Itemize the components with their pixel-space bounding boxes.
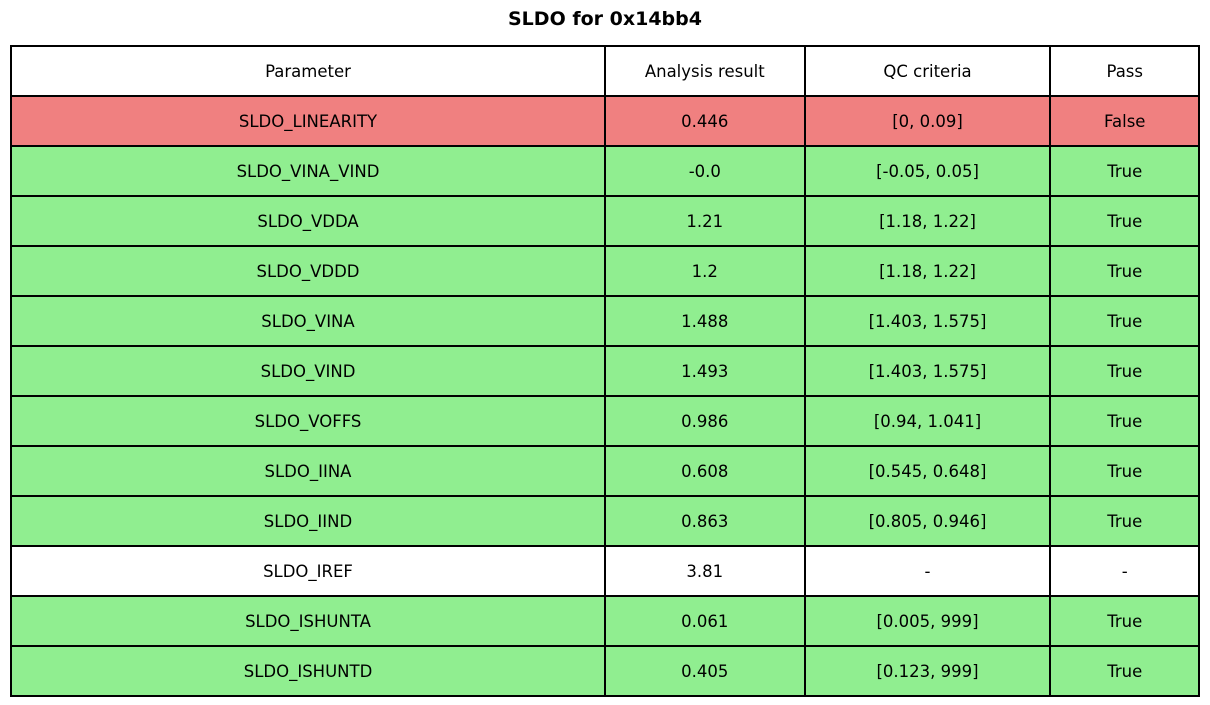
cell-pass: True bbox=[1049, 245, 1200, 297]
cell-qc-criteria: [0.123, 999] bbox=[803, 645, 1052, 697]
table-row: SLDO_ISHUNTA 0.061 [0.005, 999] True bbox=[10, 595, 1200, 647]
cell-parameter: SLDO_LINEARITY bbox=[10, 95, 606, 147]
header-pass: Pass bbox=[1049, 45, 1200, 97]
cell-parameter: SLDO_IIND bbox=[10, 495, 606, 547]
table-body: SLDO_LINEARITY 0.446 [0, 0.09] False SLD… bbox=[10, 95, 1200, 697]
header-qc-criteria: QC criteria bbox=[803, 45, 1052, 97]
cell-qc-criteria: [0.94, 1.041] bbox=[803, 395, 1052, 447]
table-row: SLDO_VIND 1.493 [1.403, 1.575] True bbox=[10, 345, 1200, 397]
cell-pass: - bbox=[1049, 545, 1200, 597]
cell-parameter: SLDO_VDDD bbox=[10, 245, 606, 297]
cell-qc-criteria: [-0.05, 0.05] bbox=[803, 145, 1052, 197]
cell-analysis-result: 1.488 bbox=[604, 295, 806, 347]
cell-analysis-result: 1.21 bbox=[604, 195, 806, 247]
table-row: SLDO_ISHUNTD 0.405 [0.123, 999] True bbox=[10, 645, 1200, 697]
cell-analysis-result: 0.863 bbox=[604, 495, 806, 547]
cell-qc-criteria: [1.403, 1.575] bbox=[803, 345, 1052, 397]
table-row: SLDO_VINA 1.488 [1.403, 1.575] True bbox=[10, 295, 1200, 347]
cell-analysis-result: 1.493 bbox=[604, 345, 806, 397]
cell-pass: True bbox=[1049, 445, 1200, 497]
cell-parameter: SLDO_IREF bbox=[10, 545, 606, 597]
cell-analysis-result: 3.81 bbox=[604, 545, 806, 597]
table-row: SLDO_VINA_VIND -0.0 [-0.05, 0.05] True bbox=[10, 145, 1200, 197]
cell-pass: True bbox=[1049, 495, 1200, 547]
cell-pass: True bbox=[1049, 295, 1200, 347]
cell-parameter: SLDO_VDDA bbox=[10, 195, 606, 247]
cell-analysis-result: 0.608 bbox=[604, 445, 806, 497]
cell-pass: True bbox=[1049, 595, 1200, 647]
cell-pass: True bbox=[1049, 395, 1200, 447]
header-analysis-result: Analysis result bbox=[604, 45, 806, 97]
cell-pass: False bbox=[1049, 95, 1200, 147]
cell-qc-criteria: [0.545, 0.648] bbox=[803, 445, 1052, 497]
cell-qc-criteria: [1.18, 1.22] bbox=[803, 245, 1052, 297]
table-row: SLDO_LINEARITY 0.446 [0, 0.09] False bbox=[10, 95, 1200, 147]
table-row: SLDO_VDDD 1.2 [1.18, 1.22] True bbox=[10, 245, 1200, 297]
cell-parameter: SLDO_VINA bbox=[10, 295, 606, 347]
header-row: Parameter Analysis result QC criteria Pa… bbox=[10, 45, 1200, 97]
cell-parameter: SLDO_IINA bbox=[10, 445, 606, 497]
cell-parameter: SLDO_ISHUNTD bbox=[10, 645, 606, 697]
cell-parameter: SLDO_VIND bbox=[10, 345, 606, 397]
cell-analysis-result: 0.061 bbox=[604, 595, 806, 647]
cell-analysis-result: -0.0 bbox=[604, 145, 806, 197]
cell-analysis-result: 1.2 bbox=[604, 245, 806, 297]
cell-pass: True bbox=[1049, 345, 1200, 397]
table-row: SLDO_VOFFS 0.986 [0.94, 1.041] True bbox=[10, 395, 1200, 447]
cell-qc-criteria: [1.403, 1.575] bbox=[803, 295, 1052, 347]
cell-pass: True bbox=[1049, 195, 1200, 247]
cell-analysis-result: 0.986 bbox=[604, 395, 806, 447]
table-row: SLDO_IIND 0.863 [0.805, 0.946] True bbox=[10, 495, 1200, 547]
qc-results-table: Parameter Analysis result QC criteria Pa… bbox=[10, 45, 1200, 697]
cell-parameter: SLDO_VOFFS bbox=[10, 395, 606, 447]
table-header: Parameter Analysis result QC criteria Pa… bbox=[10, 45, 1200, 97]
cell-pass: True bbox=[1049, 145, 1200, 197]
chart-title: SLDO for 0x14bb4 bbox=[508, 8, 702, 30]
table-row: SLDO_IINA 0.608 [0.545, 0.648] True bbox=[10, 445, 1200, 497]
table-row: SLDO_IREF 3.81 - - bbox=[10, 545, 1200, 597]
cell-qc-criteria: [1.18, 1.22] bbox=[803, 195, 1052, 247]
cell-analysis-result: 0.405 bbox=[604, 645, 806, 697]
cell-qc-criteria: [0.005, 999] bbox=[803, 595, 1052, 647]
cell-analysis-result: 0.446 bbox=[604, 95, 806, 147]
cell-parameter: SLDO_ISHUNTA bbox=[10, 595, 606, 647]
cell-parameter: SLDO_VINA_VIND bbox=[10, 145, 606, 197]
cell-qc-criteria: [0.805, 0.946] bbox=[803, 495, 1052, 547]
table-row: SLDO_VDDA 1.21 [1.18, 1.22] True bbox=[10, 195, 1200, 247]
header-parameter: Parameter bbox=[10, 45, 606, 97]
cell-qc-criteria: - bbox=[803, 545, 1052, 597]
cell-pass: True bbox=[1049, 645, 1200, 697]
cell-qc-criteria: [0, 0.09] bbox=[803, 95, 1052, 147]
